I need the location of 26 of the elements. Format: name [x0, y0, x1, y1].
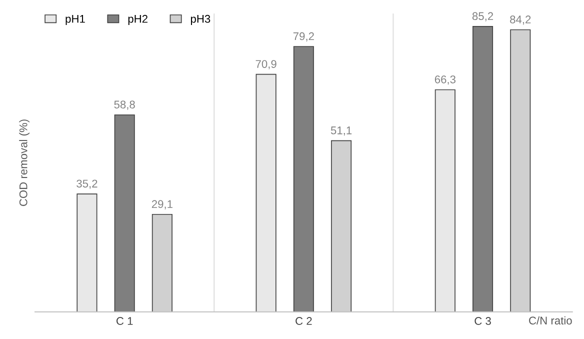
data-label: 29,1	[152, 200, 172, 210]
bar	[114, 114, 135, 312]
bar	[152, 214, 172, 312]
bar	[256, 74, 276, 312]
data-label: 35,2	[76, 180, 98, 189]
legend-label: pH3	[190, 14, 210, 25]
x-tick-label: C 3	[474, 317, 491, 325]
data-label: 66,3	[434, 76, 456, 85]
legend-label: pH2	[128, 14, 148, 25]
x-tick-label: C 1	[116, 317, 133, 325]
bar	[510, 29, 531, 312]
bar	[293, 46, 314, 312]
data-label: 70,9	[256, 60, 276, 70]
data-label: 79,2	[293, 32, 314, 42]
x-axis-title: C/N ratio	[529, 316, 572, 325]
y-axis-title: COD removal (%)	[19, 120, 30, 206]
bar	[76, 194, 98, 312]
legend-label: pH1	[66, 15, 85, 25]
data-label: 85,2	[472, 12, 494, 22]
bar	[331, 140, 352, 312]
bar	[472, 26, 494, 312]
bar	[434, 89, 456, 312]
data-label: 84,2	[510, 16, 531, 25]
x-tick-label: C 2	[296, 317, 312, 325]
data-label: 51,1	[330, 126, 352, 136]
data-label: 58,8	[114, 100, 135, 110]
